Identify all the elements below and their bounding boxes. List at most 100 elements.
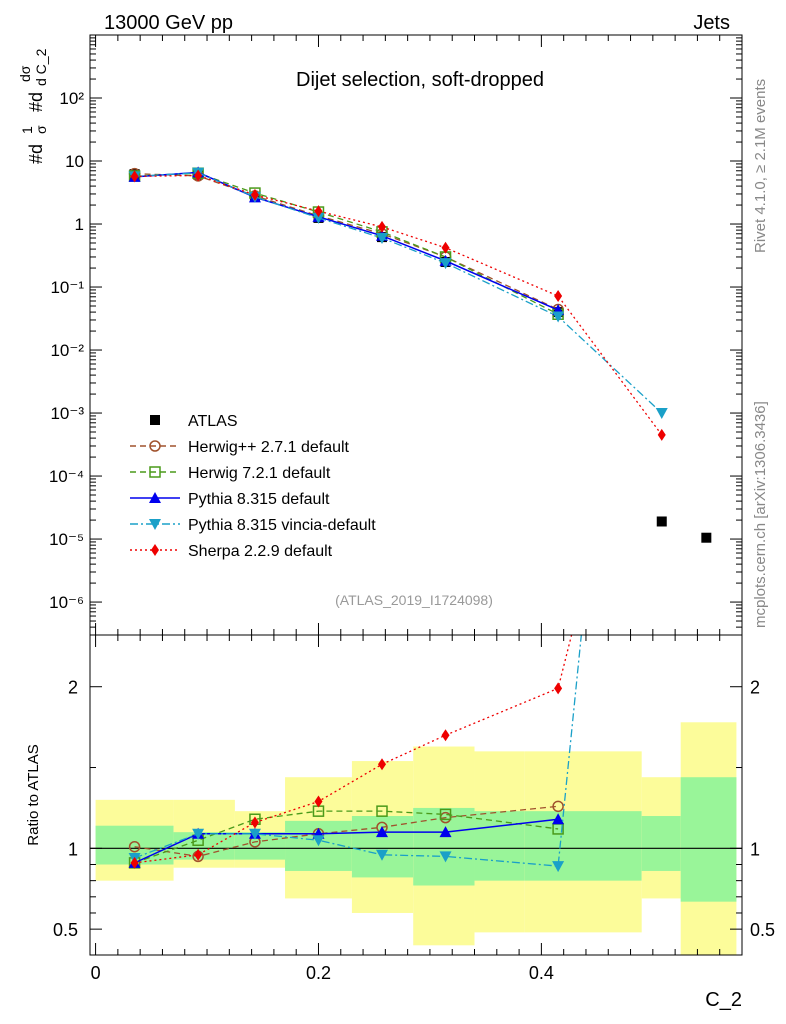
ratio-point-pythia-8-315-vincia-default [192,828,205,840]
y-tick-label: 1 [75,215,84,234]
ratio-line-herwig-7-2-1-default [134,810,559,864]
ratio-series-sherpa-2-2-9-default [130,635,573,869]
legend-entry-herwig-7-2-1-default: Herwig 7.2.1 default [188,465,331,482]
ratio-point-pythia-8-315-vincia-default [376,849,389,861]
series-pythia-8-315-default [128,166,565,316]
mcplots-label: mcplots.cern.ch [arXiv:1306.3436] [752,401,769,628]
legend-entry-sherpa-2-2-9-default: Sherpa 2.2.9 default [188,543,333,560]
main-panel: 10⁻⁶ 10⁻⁵ 10⁻⁴ 10⁻³ 10⁻² 10⁻¹ 1 10 10² [49,34,743,636]
series-herwig-7-2-1-default [128,167,564,320]
ratio-point-herwig-2-7-1-default [128,840,141,853]
y-tick-label: 10⁻⁶ [49,593,84,612]
data-point-sherpa-2-2-9-default [314,205,323,218]
ratio-point-sherpa-2-2-9-default [130,856,139,869]
legend-marker-sherpa-2-2-9-default [151,544,159,556]
jets-label: Jets [693,12,730,34]
ratio-point-pythia-8-315-vincia-default [439,851,452,863]
ratio-y-tick-label-right: 2 [750,678,760,698]
series-sherpa-2-2-9-default [130,169,666,441]
series-line-herwig-2-7-1-default [134,173,559,311]
y-tick-label: 10⁻⁵ [49,530,84,549]
x-tick-label: 0.4 [529,963,554,983]
ratio-point-sherpa-2-2-9-default [441,729,450,742]
y-label-dc2: d C_2 [33,48,49,86]
y-label-frac: #d [26,144,46,164]
data-point-sherpa-2-2-9-default [554,290,563,303]
ratio-line-sherpa-2-2-9-default [134,635,573,864]
x-tick-label: 0 [91,963,101,983]
y-tick-label: 10² [59,89,84,108]
y-tick-label: 10⁻¹ [50,278,84,297]
data-point-atlas [701,532,712,543]
uncertainty-band-inner [234,832,286,860]
ratio-point-sherpa-2-2-9-default [314,795,323,808]
ratio-y-axis-label: Ratio to ATLAS [25,744,42,845]
main-plot-title: Dijet selection, soft-dropped [296,69,544,91]
series-line-pythia-8-315-default [134,171,559,311]
y-tick-label: 10⁻² [50,341,84,360]
series-line-sherpa-2-2-9-default [134,174,663,436]
ratio-point-sherpa-2-2-9-default [378,758,387,771]
legend-marker-atlas [150,415,160,425]
ratio-point-pythia-8-315-vincia-default [248,828,261,840]
data-point-pythia-8-315-vincia-default [655,408,668,420]
ratio-series-pythia-8-315-vincia-default [128,635,582,873]
legend-entry-pythia-8-315-default: Pythia 8.315 default [188,491,330,508]
main-y-axis-label: #d 1 σ #d dσ d C_2 [17,48,49,164]
y-tick-label: 10 [65,152,84,171]
ratio-line-pythia-8-315-vincia-default [134,635,582,867]
ratio-y-tick-label-right: 1 [750,839,760,859]
data-point-pythia-8-315-vincia-default [439,258,452,270]
ratio-point-herwig-7-2-1-default [439,808,452,821]
y-label-one: 1 [19,126,35,134]
y-label-dsigma: dσ [17,65,33,82]
ratio-point-herwig-2-7-1-default [552,800,564,813]
series-atlas [129,169,712,543]
data-point-atlas [656,516,667,527]
ratio-point-pythia-8-315-vincia-default [312,835,325,847]
ratio-point-sherpa-2-2-9-default [250,816,259,829]
data-point-pythia-8-315-vincia-default [552,311,565,323]
uncertainty-band-inner [680,777,737,902]
x-axis-label: C_2 [705,989,742,1011]
data-point-sherpa-2-2-9-default [250,188,259,201]
legend-marker-herwig-7-2-1-default [149,466,161,478]
analysis-watermark: (ATLAS_2019_I1724098) [335,592,493,608]
data-point-sherpa-2-2-9-default [378,220,387,233]
uncertainty-band-inner [474,811,525,881]
x-tick-label: 0.2 [306,963,331,983]
data-point-sherpa-2-2-9-default [130,170,139,183]
rivet-version-label: Rivet 4.1.0, ≥ 2.1M events [752,79,769,253]
y-tick-label: 10⁻³ [50,404,84,423]
y-label-d: #d [26,92,46,112]
uncertainty-band-inner [641,816,681,871]
ratio-y-tick-label: 1 [68,839,78,859]
ratio-y-tick-label: 0.5 [53,920,78,940]
data-point-pythia-8-315-vincia-default [376,232,389,244]
legend-marker-pythia-8-315-default [149,492,161,503]
ratio-y-tick-label: 2 [68,678,78,698]
legend-marker-herwig-2-7-1-default [149,440,161,452]
legend-entry-pythia-8-315-vincia-default: Pythia 8.315 vincia-default [188,517,376,534]
series-pythia-8-315-vincia-default [128,167,668,420]
ratio-frame [89,634,743,956]
y-label-sigma: σ [33,125,49,134]
legend-marker-pythia-8-315-vincia-default [149,519,161,530]
series-herwig-2-7-1-default [128,167,564,316]
uncertainty-band-inner [524,811,642,881]
ratio-point-pythia-8-315-vincia-default [552,861,565,873]
y-tick-label: 10⁻⁴ [49,467,84,486]
ratio-panel: 0 0.2 0.4 0.5 0.5 1 1 2 2 [53,634,775,983]
legend-entry-herwig-2-7-1-default: Herwig++ 2.7.1 default [188,439,350,456]
uncertainty-band-inner [351,816,414,878]
ratio-point-sherpa-2-2-9-default [554,682,563,695]
energy-label: 13000 GeV pp [104,12,233,34]
data-point-sherpa-2-2-9-default [441,241,450,254]
data-point-sherpa-2-2-9-default [194,169,203,182]
ratio-point-pythia-8-315-default [552,813,565,825]
ratio-point-pythia-8-315-default [376,826,389,838]
data-point-pythia-8-315-vincia-default [312,212,325,224]
ratio-point-herwig-7-2-1-default [376,805,388,817]
ratio-y-tick-label-right: 0.5 [750,920,775,940]
